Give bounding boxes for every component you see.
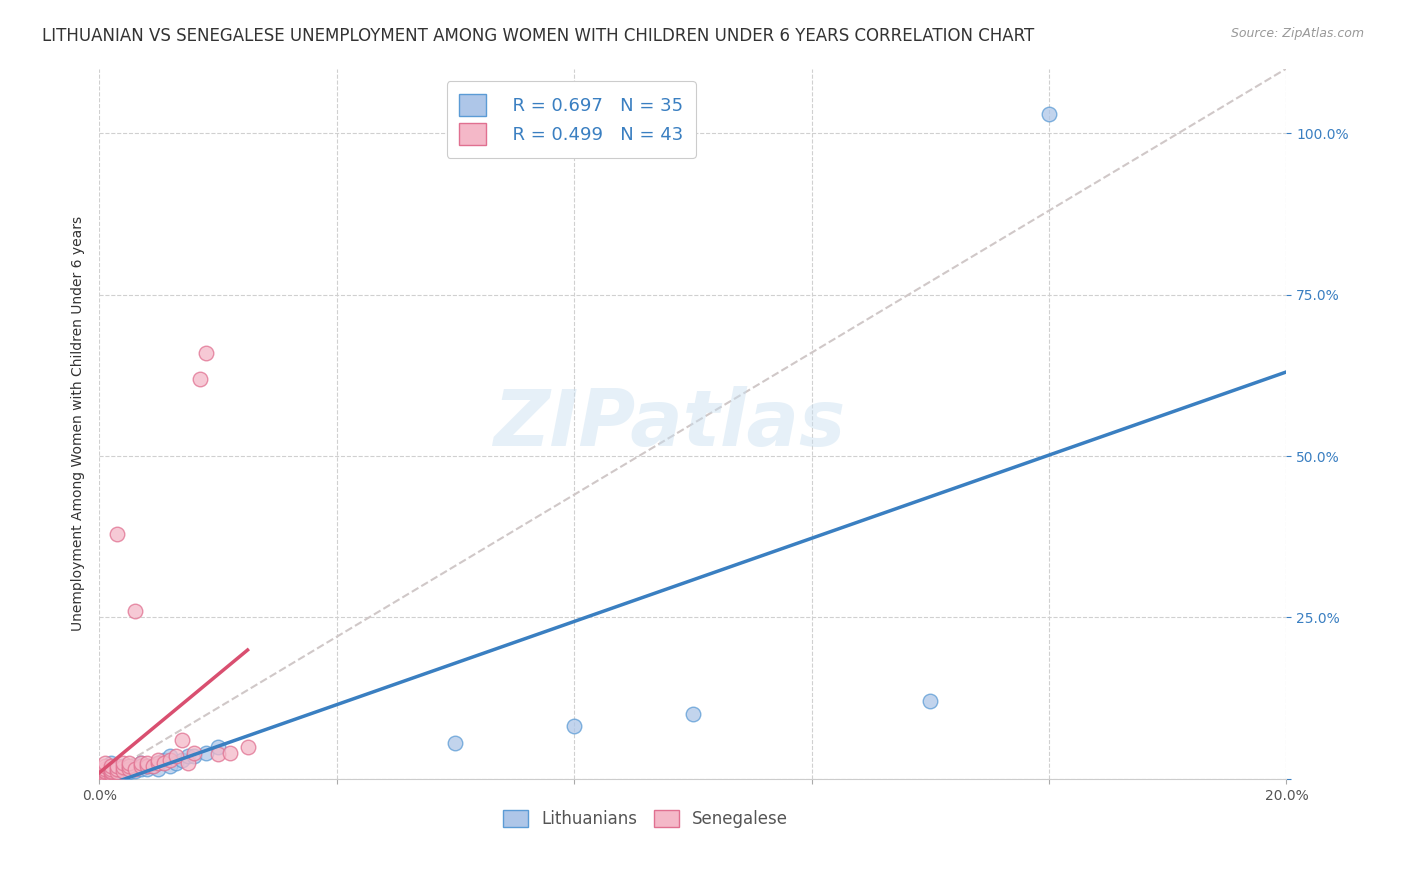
Point — [100, 764, 122, 779]
Point — [118, 762, 141, 776]
Point — [177, 756, 200, 770]
Point — [111, 764, 134, 779]
Point — [100, 759, 122, 773]
Point — [124, 760, 146, 774]
Point — [111, 756, 134, 770]
Point — [148, 756, 170, 770]
Point — [159, 759, 181, 773]
Legend: Lithuanians, Senegalese: Lithuanians, Senegalese — [496, 803, 794, 835]
Point — [94, 756, 117, 770]
Point — [135, 762, 157, 776]
Point — [188, 371, 211, 385]
Point — [129, 762, 152, 776]
Point — [94, 769, 117, 783]
Point — [218, 746, 240, 760]
Text: ZIPatlas: ZIPatlas — [494, 385, 845, 462]
Point — [124, 764, 146, 779]
Point — [100, 765, 122, 780]
Point — [105, 765, 128, 780]
Point — [142, 759, 165, 773]
Point — [920, 694, 942, 708]
Point — [207, 747, 229, 762]
Point — [100, 766, 122, 780]
Text: LITHUANIAN VS SENEGALESE UNEMPLOYMENT AMONG WOMEN WITH CHILDREN UNDER 6 YEARS CO: LITHUANIAN VS SENEGALESE UNEMPLOYMENT AM… — [42, 27, 1035, 45]
Point — [165, 749, 187, 764]
Point — [94, 769, 117, 783]
Y-axis label: Unemployment Among Women with Children Under 6 years: Unemployment Among Women with Children U… — [72, 216, 86, 632]
Point — [142, 759, 165, 773]
Point — [148, 756, 170, 770]
Point — [135, 759, 157, 773]
Text: Source: ZipAtlas.com: Source: ZipAtlas.com — [1230, 27, 1364, 40]
Point — [118, 762, 141, 776]
Point — [124, 604, 146, 618]
Point — [1038, 106, 1060, 120]
Point — [177, 749, 200, 764]
Point — [105, 765, 128, 780]
Point — [100, 762, 122, 776]
Point — [105, 762, 128, 776]
Point — [94, 769, 117, 783]
Point — [111, 760, 134, 774]
Point — [100, 756, 122, 770]
Point — [94, 765, 117, 780]
Point — [94, 765, 117, 780]
Point — [148, 753, 170, 767]
Point — [172, 753, 194, 767]
Point — [183, 746, 205, 760]
Point — [118, 756, 141, 770]
Point — [236, 739, 259, 754]
Point — [129, 759, 152, 773]
Point — [165, 756, 187, 770]
Point — [129, 756, 152, 770]
Point — [100, 766, 122, 780]
Point — [562, 719, 585, 733]
Point — [195, 345, 218, 359]
Point — [118, 765, 141, 780]
Point — [105, 759, 128, 773]
Point — [153, 756, 176, 770]
Point — [94, 762, 117, 776]
Point — [172, 733, 194, 747]
Point — [135, 759, 157, 773]
Point — [118, 759, 141, 773]
Point — [135, 756, 157, 770]
Point — [129, 756, 152, 770]
Point — [105, 526, 128, 541]
Point — [207, 739, 229, 754]
Point — [94, 764, 117, 779]
Point — [100, 762, 122, 776]
Point — [682, 707, 704, 722]
Point — [183, 749, 205, 764]
Point — [94, 759, 117, 773]
Point — [153, 753, 176, 767]
Point — [111, 759, 134, 773]
Point — [111, 765, 134, 780]
Point — [105, 762, 128, 776]
Point — [195, 746, 218, 760]
Point — [148, 762, 170, 776]
Point — [444, 736, 467, 750]
Point — [159, 753, 181, 767]
Point — [124, 762, 146, 776]
Point — [159, 749, 181, 764]
Point — [105, 759, 128, 773]
Point — [94, 766, 117, 780]
